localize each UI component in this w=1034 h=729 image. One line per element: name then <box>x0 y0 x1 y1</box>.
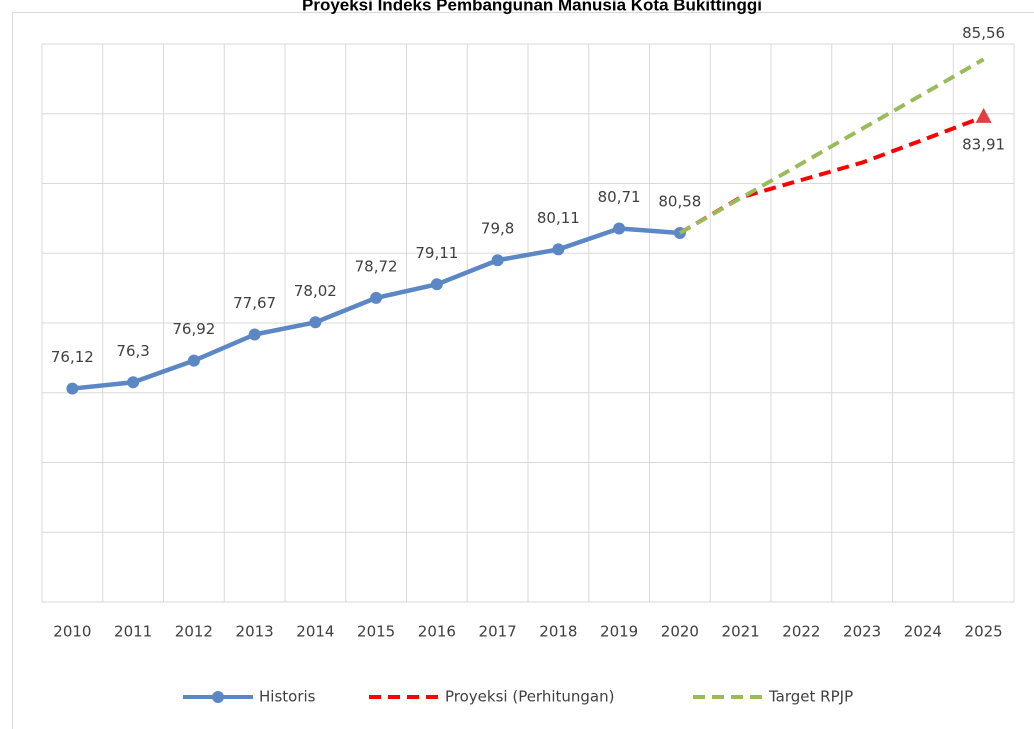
x-tick-label: 2021 <box>722 623 760 641</box>
legend-label: Proyeksi (Perhitungan) <box>445 688 614 706</box>
data-label: 80,71 <box>598 188 641 206</box>
point <box>309 316 322 329</box>
data-label: 78,02 <box>294 282 337 300</box>
x-tick-label: 2020 <box>661 623 699 641</box>
x-tick-label: 2017 <box>479 623 517 641</box>
point <box>613 222 626 235</box>
point <box>248 328 261 341</box>
x-tick-label: 2016 <box>418 623 456 641</box>
x-tick-label: 2014 <box>296 623 334 641</box>
data-label: 80,58 <box>658 193 701 211</box>
x-tick-label: 2019 <box>600 623 638 641</box>
x-tick-label: 2013 <box>236 623 274 641</box>
point <box>66 382 79 395</box>
point <box>370 291 383 304</box>
data-label: 77,67 <box>233 294 276 312</box>
point <box>491 254 504 267</box>
point <box>430 278 443 291</box>
data-label: 76,12 <box>51 348 94 366</box>
data-label: 79,11 <box>415 244 458 262</box>
data-label: 80,11 <box>537 209 580 227</box>
x-tick-label: 2022 <box>782 623 820 641</box>
point <box>975 107 992 123</box>
data-label: 76,3 <box>116 342 149 360</box>
x-tick-label: 2015 <box>357 623 395 641</box>
x-tick-label: 2010 <box>53 623 91 641</box>
x-tick-label: 2023 <box>843 623 881 641</box>
x-tick-label: 2024 <box>904 623 942 641</box>
data-label: 83,91 <box>962 135 1005 153</box>
legend-label: Historis <box>259 688 316 706</box>
data-label: 76,92 <box>172 320 215 338</box>
chart-border <box>12 12 1034 729</box>
data-label: 78,72 <box>355 257 398 275</box>
point <box>552 243 565 256</box>
point <box>127 376 140 389</box>
point <box>187 354 200 367</box>
legend-marker <box>212 691 224 703</box>
x-tick-label: 2018 <box>539 623 577 641</box>
series-line <box>678 57 985 235</box>
legend-label: Target RPJP <box>768 688 853 706</box>
data-label: 85,56 <box>962 24 1005 42</box>
x-tick-label: 2012 <box>175 623 213 641</box>
data-label: 79,8 <box>481 220 514 238</box>
x-tick-label: 2025 <box>965 623 1003 641</box>
chart-title: Proyeksi Indeks Pembangunan Manusia Kota… <box>302 0 762 14</box>
x-tick-label: 2011 <box>114 623 152 641</box>
